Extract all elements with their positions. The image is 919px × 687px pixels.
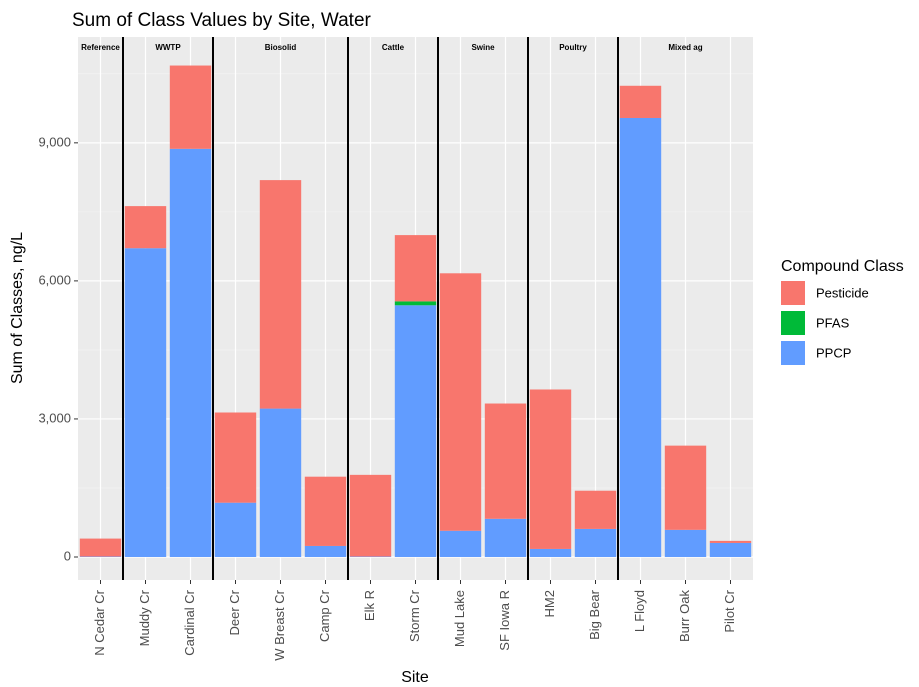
- bar-segment: [169, 65, 212, 149]
- bar-segment: [574, 528, 617, 557]
- bar-segment: [709, 540, 752, 543]
- bar-segment: [664, 445, 707, 530]
- bar-segment: [169, 148, 212, 557]
- x-tick-label: Burr Oak: [677, 590, 692, 643]
- bar-segment: [214, 412, 257, 503]
- bar-segment: [394, 301, 437, 306]
- bar-segment: [529, 548, 572, 557]
- x-tick-label: Muddy Cr: [137, 589, 152, 646]
- x-tick-label: Pilot Cr: [722, 589, 737, 632]
- y-tick-label: 0: [64, 548, 71, 563]
- bar-segment: [259, 408, 302, 557]
- x-tick-label: L Floyd: [632, 590, 647, 632]
- legend-label: Pesticide: [816, 285, 869, 300]
- x-tick-label: Big Bear: [587, 589, 602, 640]
- group-label: Mixed ag: [668, 43, 702, 52]
- group-label: Biosolid: [265, 43, 297, 52]
- y-tick-label: 3,000: [38, 410, 71, 425]
- y-tick-label: 9,000: [38, 134, 71, 149]
- bar-segment: [484, 403, 527, 519]
- x-tick-label: SF Iowa R: [497, 590, 512, 651]
- bar-segment: [439, 530, 482, 557]
- x-tick-label: Camp Cr: [317, 589, 332, 642]
- legend-key: [781, 341, 805, 365]
- bar-segment: [574, 490, 617, 529]
- bar-segment: [304, 476, 347, 546]
- legend-label: PPCP: [816, 345, 851, 360]
- legend-key: [781, 281, 805, 305]
- bar-segment: [484, 518, 527, 557]
- bar-segment: [124, 206, 167, 249]
- bar-segment: [529, 389, 572, 549]
- x-tick-label: HM2: [542, 590, 557, 617]
- legend-label: PFAS: [816, 315, 850, 330]
- bar-segment: [79, 538, 122, 557]
- bar-segment: [259, 180, 302, 409]
- y-tick-label: 6,000: [38, 272, 71, 287]
- group-label: Reference: [81, 43, 120, 52]
- legend-key: [781, 311, 805, 335]
- x-tick-label: Storm Cr: [407, 589, 422, 642]
- group-label: Cattle: [382, 43, 405, 52]
- bar-segment: [124, 248, 167, 557]
- group-label: Swine: [471, 43, 495, 52]
- bar-segment: [304, 545, 347, 557]
- x-tick-label: N Cedar Cr: [92, 589, 107, 655]
- group-label: WWTP: [155, 43, 181, 52]
- x-tick-label: Elk R: [362, 590, 377, 621]
- x-tick-label: Deer Cr: [227, 589, 242, 635]
- legend-title: Compound Class: [781, 258, 904, 275]
- bar-segment: [394, 305, 437, 557]
- bar-segment: [619, 117, 662, 557]
- x-tick-label: Mud Lake: [452, 590, 467, 647]
- y-axis-title: Sum of Classes, ng/L: [9, 232, 26, 384]
- bar-segment: [664, 529, 707, 557]
- x-tick-label: Cardinal Cr: [182, 589, 197, 655]
- bar-segment: [394, 235, 437, 302]
- x-axis-title: Site: [401, 669, 429, 686]
- bar-segment: [349, 474, 392, 557]
- group-label: Poultry: [559, 43, 587, 52]
- x-tick-label: W Breast Cr: [272, 589, 287, 660]
- bar-segment: [709, 542, 752, 557]
- bar-segment: [214, 502, 257, 557]
- chart-title: Sum of Class Values by Site, Water: [72, 10, 372, 31]
- bar-segment: [439, 273, 482, 531]
- bar-segment: [619, 85, 662, 118]
